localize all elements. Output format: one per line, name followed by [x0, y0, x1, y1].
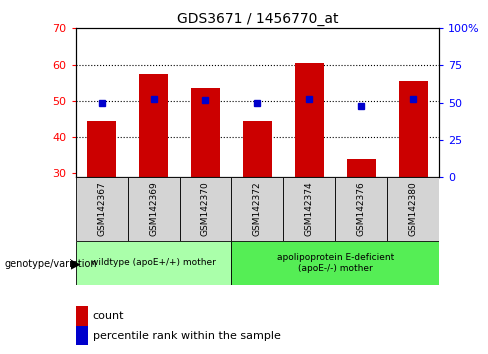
Bar — [191, 88, 220, 177]
Bar — [139, 74, 168, 177]
Bar — [243, 121, 272, 177]
Bar — [387, 177, 439, 241]
Text: wildtype (apoE+/+) mother: wildtype (apoE+/+) mother — [91, 258, 216, 267]
Bar — [180, 177, 231, 241]
Bar — [87, 121, 116, 177]
Text: percentile rank within the sample: percentile rank within the sample — [93, 331, 281, 341]
Bar — [76, 241, 231, 285]
Text: GSM142372: GSM142372 — [253, 182, 262, 236]
Bar — [231, 241, 439, 285]
Text: ▶: ▶ — [71, 257, 81, 270]
Bar — [295, 63, 324, 177]
Bar — [347, 159, 376, 177]
Text: GSM142369: GSM142369 — [149, 182, 158, 236]
Bar — [335, 177, 387, 241]
Text: GSM142380: GSM142380 — [409, 182, 418, 236]
Text: apolipoprotein E-deficient
(apoE-/-) mother: apolipoprotein E-deficient (apoE-/-) mot… — [277, 253, 394, 273]
Text: GSM142374: GSM142374 — [305, 182, 314, 236]
Text: GSM142367: GSM142367 — [97, 182, 106, 236]
Text: genotype/variation: genotype/variation — [5, 259, 98, 269]
Title: GDS3671 / 1456770_at: GDS3671 / 1456770_at — [177, 12, 338, 26]
Text: GSM142376: GSM142376 — [357, 182, 366, 236]
Bar — [231, 177, 284, 241]
Bar — [127, 177, 180, 241]
Text: GSM142370: GSM142370 — [201, 182, 210, 236]
Bar — [284, 177, 335, 241]
Bar — [76, 177, 127, 241]
Bar — [399, 81, 427, 177]
Text: count: count — [93, 311, 124, 321]
